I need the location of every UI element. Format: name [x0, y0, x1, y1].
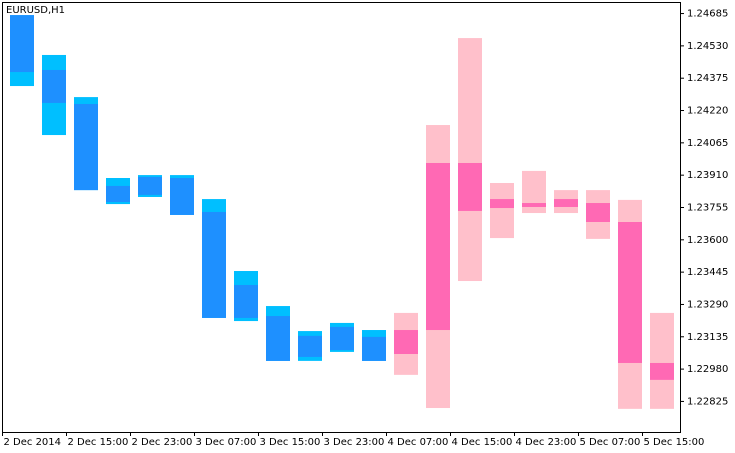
inner-box — [362, 336, 386, 361]
outer-box — [490, 183, 514, 239]
y-tick-label: 1.24375 — [687, 73, 728, 84]
x-tick-label: 2 Dec 2014 — [4, 437, 62, 448]
inner-box — [106, 185, 130, 202]
y-tick-label: 1.24065 — [687, 138, 728, 149]
inner-box — [298, 335, 322, 357]
y-tick-label: 1.23445 — [687, 267, 728, 278]
y-tick-label: 1.22980 — [687, 364, 728, 375]
inner-box — [266, 316, 290, 361]
plot-frame — [2, 2, 681, 433]
x-tick-label: 4 Dec 15:00 — [452, 437, 513, 448]
x-tick-label: 4 Dec 23:00 — [516, 437, 577, 448]
x-tick-label: 2 Dec 15:00 — [68, 437, 129, 448]
y-tick-label: 1.23135 — [687, 332, 728, 343]
chart-title: EURUSD,H1 — [6, 5, 65, 16]
y-tick-label: 1.23755 — [687, 202, 728, 213]
inner-box — [586, 203, 610, 223]
y-tick-label: 1.24530 — [687, 41, 728, 52]
x-tick-label: 3 Dec 15:00 — [260, 437, 321, 448]
x-tick-label: 4 Dec 07:00 — [388, 437, 449, 448]
y-tick-label: 1.23600 — [687, 235, 728, 246]
inner-box — [202, 211, 226, 318]
inner-box — [394, 330, 418, 355]
inner-box — [490, 199, 514, 209]
y-tick-label: 1.23290 — [687, 299, 728, 310]
inner-box — [554, 199, 578, 207]
outer-box — [650, 312, 674, 409]
inner-box — [426, 162, 450, 331]
inner-box — [522, 203, 546, 207]
x-tick-label: 5 Dec 07:00 — [580, 437, 641, 448]
outer-box — [458, 38, 482, 282]
inner-box — [458, 162, 482, 211]
inner-box — [42, 69, 66, 103]
inner-box — [170, 178, 194, 215]
y-tick-label: 1.24220 — [687, 106, 728, 117]
inner-box — [234, 284, 258, 318]
y-tick-label: 1.23910 — [687, 170, 728, 181]
x-tick-label: 2 Dec 23:00 — [132, 437, 193, 448]
x-tick-label: 3 Dec 07:00 — [196, 437, 257, 448]
x-tick-label: 3 Dec 23:00 — [324, 437, 385, 448]
x-tick-label: 5 Dec 15:00 — [644, 437, 705, 448]
inner-box — [74, 103, 98, 191]
y-tick-label: 1.24685 — [687, 9, 728, 20]
inner-box — [330, 326, 354, 351]
inner-box — [650, 362, 674, 380]
inner-box — [138, 176, 162, 195]
y-tick-label: 1.22825 — [687, 396, 728, 407]
inner-box — [618, 222, 642, 363]
inner-box — [10, 15, 34, 73]
